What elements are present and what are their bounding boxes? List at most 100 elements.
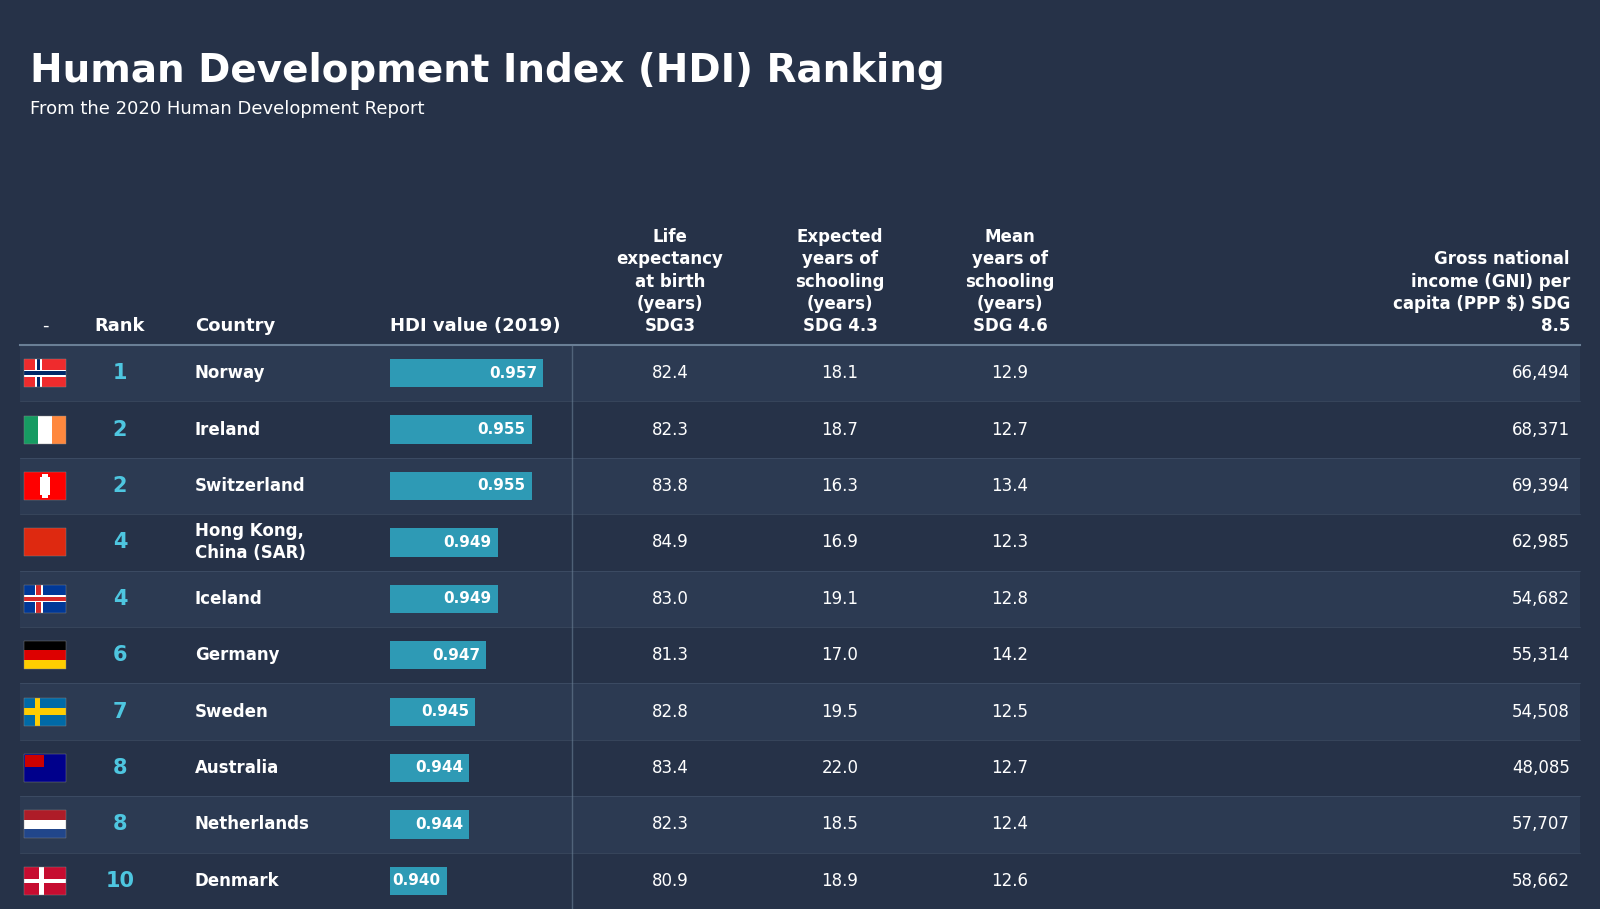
Text: Life
expectancy
at birth
(years)
SDG3: Life expectancy at birth (years) SDG3 <box>616 228 723 335</box>
Text: 0.955: 0.955 <box>477 478 526 494</box>
Text: 8: 8 <box>112 814 128 834</box>
Bar <box>38 867 43 894</box>
Text: 18.7: 18.7 <box>821 421 859 439</box>
Text: 18.1: 18.1 <box>821 365 859 382</box>
Bar <box>24 754 66 782</box>
Bar <box>37 584 42 613</box>
Text: 0.949: 0.949 <box>443 591 491 606</box>
Bar <box>35 584 43 613</box>
Text: 57,707: 57,707 <box>1512 815 1570 834</box>
Bar <box>390 641 486 669</box>
Text: 0.947: 0.947 <box>432 648 480 663</box>
Text: Human Development Index (HDI) Ranking: Human Development Index (HDI) Ranking <box>30 52 944 90</box>
Bar <box>24 811 66 838</box>
Text: 2: 2 <box>112 420 128 440</box>
Bar <box>19 402 1581 458</box>
Bar <box>24 584 66 613</box>
Text: 0.955: 0.955 <box>477 422 526 437</box>
Text: 81.3: 81.3 <box>651 646 688 664</box>
Text: 84.9: 84.9 <box>651 534 688 552</box>
Bar <box>53 415 66 444</box>
Text: 19.1: 19.1 <box>821 590 859 608</box>
Text: 13.4: 13.4 <box>992 477 1029 495</box>
Bar <box>24 867 66 894</box>
Bar <box>24 660 66 669</box>
Bar <box>37 359 40 387</box>
Bar <box>390 754 469 782</box>
Bar <box>24 697 66 725</box>
Bar <box>24 651 66 660</box>
Text: From the 2020 Human Development Report: From the 2020 Human Development Report <box>30 100 424 118</box>
Bar <box>390 528 498 556</box>
Text: 19.5: 19.5 <box>821 703 859 721</box>
Text: 0.949: 0.949 <box>443 534 491 550</box>
Bar <box>24 415 66 444</box>
Text: 54,508: 54,508 <box>1512 703 1570 721</box>
Bar <box>24 472 66 500</box>
Text: 10: 10 <box>106 871 134 891</box>
Bar <box>19 514 1581 571</box>
Text: 82.4: 82.4 <box>651 365 688 382</box>
Bar <box>24 359 66 387</box>
Text: Australia: Australia <box>195 759 280 777</box>
Text: 6: 6 <box>112 645 128 665</box>
Bar <box>24 371 66 375</box>
Text: Gross national
income (GNI) per
capita (PPP $) SDG
8.5: Gross national income (GNI) per capita (… <box>1392 250 1570 335</box>
Text: Denmark: Denmark <box>195 872 280 890</box>
Bar <box>19 684 1581 740</box>
Text: 48,085: 48,085 <box>1512 759 1570 777</box>
Text: 66,494: 66,494 <box>1512 365 1570 382</box>
Text: 80.9: 80.9 <box>651 872 688 890</box>
Text: 0.957: 0.957 <box>490 365 538 381</box>
Text: 83.0: 83.0 <box>651 590 688 608</box>
Bar <box>24 697 66 725</box>
Text: 2: 2 <box>112 476 128 496</box>
Text: 55,314: 55,314 <box>1512 646 1570 664</box>
Text: China (SAR): China (SAR) <box>195 544 306 563</box>
Bar <box>24 584 66 613</box>
Text: 69,394: 69,394 <box>1512 477 1570 495</box>
Text: 0.944: 0.944 <box>416 817 464 832</box>
Bar <box>19 345 1581 402</box>
Bar <box>19 853 1581 909</box>
Text: 17.0: 17.0 <box>821 646 859 664</box>
Text: 12.6: 12.6 <box>992 872 1029 890</box>
Bar <box>24 867 66 894</box>
Text: 4: 4 <box>112 589 128 609</box>
Text: 0.944: 0.944 <box>416 761 464 775</box>
Text: 8: 8 <box>112 758 128 778</box>
Bar <box>19 627 1581 684</box>
Bar <box>24 596 66 601</box>
Text: 0.940: 0.940 <box>392 874 440 888</box>
Text: 12.9: 12.9 <box>992 365 1029 382</box>
Text: 83.8: 83.8 <box>651 477 688 495</box>
Text: 1: 1 <box>112 364 128 384</box>
Text: 18.5: 18.5 <box>821 815 859 834</box>
Text: Norway: Norway <box>195 365 266 382</box>
Bar <box>40 477 50 495</box>
Text: 4: 4 <box>112 533 128 553</box>
Text: 12.8: 12.8 <box>992 590 1029 608</box>
Bar <box>390 472 531 500</box>
Text: 62,985: 62,985 <box>1512 534 1570 552</box>
Bar <box>24 829 66 838</box>
Bar <box>390 866 446 894</box>
Text: Ireland: Ireland <box>195 421 261 439</box>
Text: 0.945: 0.945 <box>421 704 469 719</box>
Text: Expected
years of
schooling
(years)
SDG 4.3: Expected years of schooling (years) SDG … <box>795 228 885 335</box>
Bar <box>35 359 42 387</box>
Text: Switzerland: Switzerland <box>195 477 306 495</box>
Text: 12.4: 12.4 <box>992 815 1029 834</box>
Text: 58,662: 58,662 <box>1512 872 1570 890</box>
Bar <box>390 359 542 387</box>
Bar <box>19 740 1581 796</box>
Bar <box>24 708 66 715</box>
Text: 12.7: 12.7 <box>992 421 1029 439</box>
Text: Sweden: Sweden <box>195 703 269 721</box>
Bar <box>43 474 48 498</box>
Bar <box>24 754 66 782</box>
Bar <box>26 754 43 767</box>
Bar <box>390 810 469 838</box>
Text: 82.3: 82.3 <box>651 815 688 834</box>
Bar <box>19 458 1581 514</box>
